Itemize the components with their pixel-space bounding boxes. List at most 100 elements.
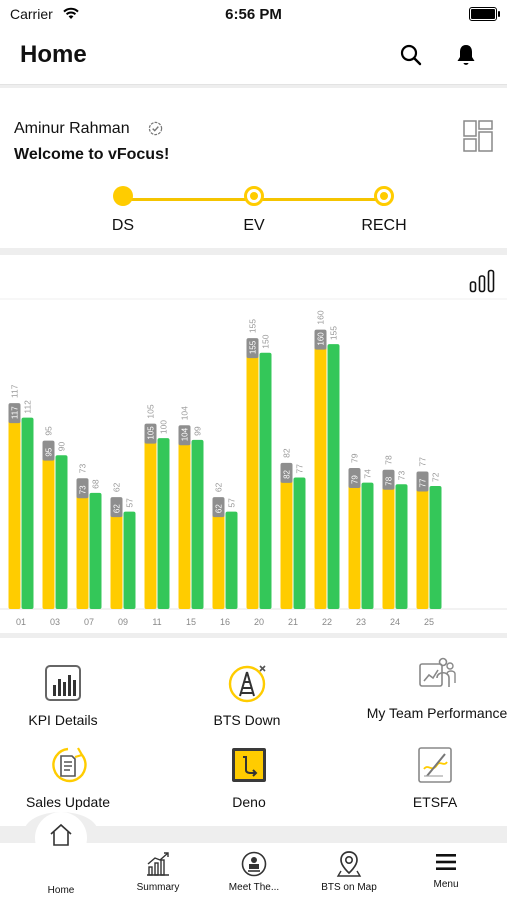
menu-label-deno: Deno [232,794,266,810]
bar-value-target-21: 82 [282,448,292,458]
bar-target-03 [42,446,55,609]
x-tick-25: 25 [424,617,434,627]
step-dot-ev[interactable] [244,186,264,206]
etsfa-icon [418,747,452,783]
menu-sales-update[interactable]: Sales Update [0,745,143,811]
bar-marker-value-24: 78 [385,476,394,485]
x-tick-09: 09 [118,617,128,627]
x-tick-03: 03 [50,617,60,627]
step-dot-rech[interactable] [374,186,394,206]
meet-icon [241,851,267,877]
menu-label-team-performance: My Team Performance [366,705,507,721]
bar-marker-22 [314,329,327,350]
tab-label-home: Home [47,885,75,896]
menu-team-performance[interactable]: My Team Performance [362,656,507,722]
bar-actual-01 [21,417,34,609]
bar-chart-icon[interactable] [469,269,495,293]
bar-value-target-25: 77 [418,457,428,467]
bar-actual-16 [225,511,238,609]
bar-marker-03 [42,440,55,461]
x-tick-23: 23 [356,617,366,627]
tab-label-bts-map: BTS on Map [321,882,377,893]
search-icon[interactable] [398,42,424,68]
x-tick-11: 11 [152,617,161,627]
bar-value-actual-16: 57 [227,498,237,508]
bar-marker-value-07: 73 [79,485,88,494]
bar-value-actual-25: 72 [431,472,441,482]
bar-marker-value-01: 117 [11,406,20,419]
x-tick-24: 24 [390,617,400,627]
hamburger-icon [436,854,456,870]
menu-label-kpi-details: KPI Details [28,712,98,728]
bar-marker-07 [76,478,89,499]
home-tab-button[interactable] [35,812,87,864]
bar-value-target-22: 160 [316,310,326,324]
x-tick-07: 07 [84,617,94,627]
bar-value-target-11: 105 [146,404,156,418]
bar-marker-16 [212,497,225,518]
bar-target-16 [212,503,225,609]
kpi-bar-chart: 1171171120195959003737368076262570910510… [0,298,507,627]
chart-card: 117 117 112 01 95 95 90 03 73 73 68 07 62 62 57 09 105 10… [0,255,507,633]
bar-marker-11 [144,423,157,444]
bar-target-01 [8,409,21,609]
bar-actual-24 [395,484,408,609]
bar-value-actual-21: 77 [295,464,305,474]
menu-label-etsfa: ETSFA [412,794,458,810]
bar-value-actual-03: 90 [57,442,67,452]
bar-actual-15 [191,439,204,609]
bar-target-15 [178,431,191,609]
tab-summary[interactable]: Summary [108,843,208,900]
x-tick-22: 22 [322,617,332,627]
menu-card: KPI Details BTS Down My Team Performance… [0,638,507,826]
bar-marker-value-15: 104 [181,427,190,441]
app-header: Home [0,28,507,85]
home-icon [50,823,72,846]
bar-marker-value-21: 82 [283,469,292,478]
bar-value-actual-11: 100 [159,420,169,434]
step-label-ds: DS [111,217,135,234]
menu-label-sales-update: Sales Update [25,794,111,810]
bell-icon[interactable] [453,42,479,68]
bar-value-actual-01: 112 [23,400,33,414]
team-performance-icon [419,657,456,687]
bar-marker-value-11: 105 [147,426,156,440]
bar-actual-23 [361,482,374,609]
bar-marker-25 [416,471,429,492]
bar-marker-23 [348,468,361,489]
tab-label-meet: Meet The... [228,882,280,893]
bar-value-actual-20: 150 [261,334,271,348]
wifi-icon [63,7,79,19]
status-bar: Carrier 6:56 PM [0,0,507,28]
bar-value-target-15: 104 [180,406,190,420]
tab-bts-map[interactable]: BTS on Map [299,843,399,900]
menu-etsfa[interactable]: ETSFA [360,745,507,811]
deno-icon [232,748,266,782]
bar-actual-11 [157,438,170,609]
kpi-chart-icon [45,665,81,701]
step-dot-ds[interactable] [113,186,133,206]
bar-actual-09 [123,511,136,609]
dashboard-layout-icon[interactable] [463,120,493,152]
step-label-ev: EV [243,217,265,234]
menu-deno[interactable]: Deno [174,745,324,811]
tab-menu[interactable]: Menu [396,843,496,900]
x-tick-21: 21 [288,617,298,627]
bar-value-actual-24: 73 [397,471,407,481]
tab-meet[interactable]: Meet The... [204,843,304,900]
bar-target-07 [76,484,89,609]
menu-kpi-details[interactable]: KPI Details [0,663,138,729]
bar-actual-20 [259,352,272,609]
menu-bts-down[interactable]: BTS Down [172,663,322,729]
bar-value-actual-23: 74 [363,469,373,479]
summary-icon [147,852,169,876]
bar-target-24 [382,475,395,609]
tab-home[interactable]: Home [11,843,111,900]
x-tick-20: 20 [254,617,264,627]
bar-target-09 [110,503,123,609]
tab-label-summary: Summary [136,882,180,893]
bar-value-actual-09: 57 [125,498,135,508]
verified-icon [148,121,163,136]
bar-value-target-23: 79 [350,453,360,463]
bar-target-23 [348,474,361,609]
